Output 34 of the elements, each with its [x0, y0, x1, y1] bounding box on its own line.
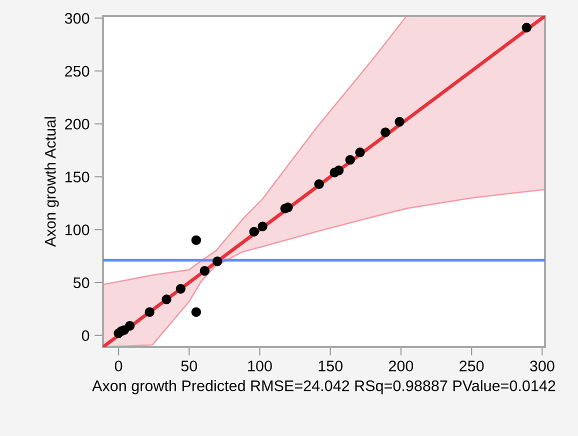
y-tick-label: 0	[82, 330, 90, 342]
point	[355, 148, 365, 158]
x-tick-label: 250	[460, 360, 484, 372]
y-tick-label: 50	[73, 277, 90, 288]
x-tick-label: 300	[530, 360, 554, 372]
y-tick-label: 100	[65, 224, 90, 236]
point	[345, 154, 355, 165]
point	[283, 202, 293, 212]
y-axis-title: Axon growth Actual	[44, 117, 59, 247]
point	[176, 284, 186, 294]
point	[334, 166, 344, 176]
point	[258, 222, 268, 232]
x-tick-label: 200	[388, 360, 414, 372]
point	[380, 127, 390, 138]
point	[124, 320, 135, 331]
x-tick-label: 100	[248, 360, 272, 372]
x-tick-label: 50	[181, 360, 198, 372]
point	[200, 266, 210, 276]
x-axis-title: Axon growth Predicted RMSE=24.042 RSq=0.98887 PValue=0.0142	[92, 380, 556, 394]
x-tick-label: 0	[114, 360, 122, 372]
point	[191, 235, 202, 246]
point	[249, 226, 259, 237]
y-tick-label: 250	[65, 66, 90, 77]
x-tick-label: 150	[318, 360, 343, 372]
point	[212, 256, 222, 266]
y-tick-label: 200	[65, 118, 90, 130]
point	[162, 294, 172, 304]
point	[191, 307, 202, 317]
y-tick-label: 300	[64, 12, 90, 24]
point	[314, 179, 324, 190]
point	[522, 22, 532, 32]
point	[144, 307, 154, 317]
point	[394, 116, 404, 127]
y-tick-label: 150	[65, 172, 90, 182]
